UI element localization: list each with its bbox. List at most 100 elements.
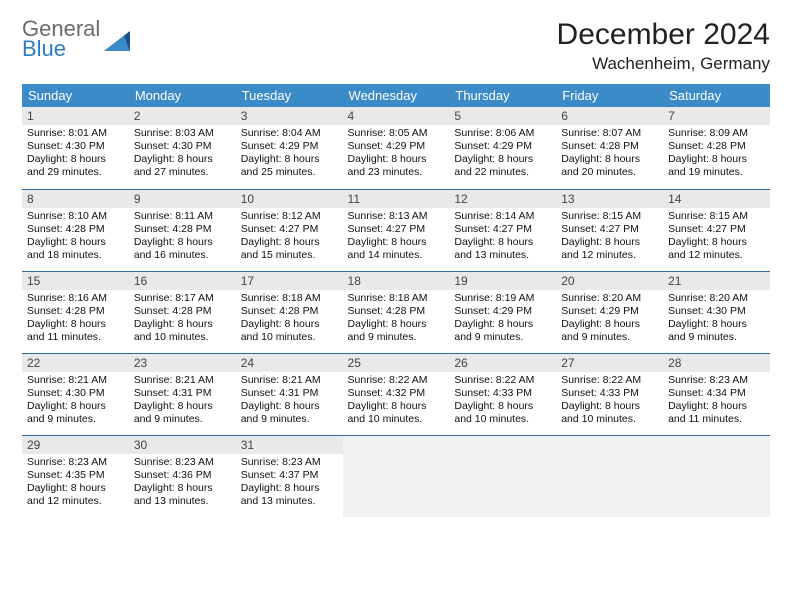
weekday-heading: Saturday [663,84,770,107]
day-info: Sunrise: 8:23 AMSunset: 4:35 PMDaylight:… [22,454,129,513]
day-number: 8 [22,189,129,208]
calendar-cell: 7Sunrise: 8:09 AMSunset: 4:28 PMDaylight… [663,107,770,189]
weekday-header-row: Sunday Monday Tuesday Wednesday Thursday… [22,84,770,107]
day-info: Sunrise: 8:20 AMSunset: 4:30 PMDaylight:… [663,290,770,349]
day-info: Sunrise: 8:22 AMSunset: 4:33 PMDaylight:… [556,372,663,431]
day-number: 13 [556,189,663,208]
sunset-line: Sunset: 4:28 PM [348,305,445,318]
daylight-line: Daylight: 8 hours and 19 minutes. [668,153,765,179]
sunrise-line: Sunrise: 8:05 AM [348,127,445,140]
calendar-cell: 26Sunrise: 8:22 AMSunset: 4:33 PMDayligh… [449,353,556,435]
day-info: Sunrise: 8:19 AMSunset: 4:29 PMDaylight:… [449,290,556,349]
day-info: Sunrise: 8:07 AMSunset: 4:28 PMDaylight:… [556,125,663,184]
sunset-line: Sunset: 4:28 PM [561,140,658,153]
day-number: 27 [556,353,663,372]
sunset-line: Sunset: 4:28 PM [241,305,338,318]
day-number: 31 [236,435,343,454]
day-info: Sunrise: 8:12 AMSunset: 4:27 PMDaylight:… [236,208,343,267]
sunrise-line: Sunrise: 8:23 AM [134,456,231,469]
sunrise-line: Sunrise: 8:12 AM [241,210,338,223]
day-number: 16 [129,271,236,290]
calendar-cell: 16Sunrise: 8:17 AMSunset: 4:28 PMDayligh… [129,271,236,353]
sunrise-line: Sunrise: 8:23 AM [241,456,338,469]
day-number: 23 [129,353,236,372]
sunrise-line: Sunrise: 8:01 AM [27,127,124,140]
sunset-line: Sunset: 4:31 PM [241,387,338,400]
daylight-line: Daylight: 8 hours and 27 minutes. [134,153,231,179]
daylight-line: Daylight: 8 hours and 12 minutes. [27,482,124,508]
day-info: Sunrise: 8:15 AMSunset: 4:27 PMDaylight:… [556,208,663,267]
sunset-line: Sunset: 4:30 PM [134,140,231,153]
sunset-line: Sunset: 4:29 PM [561,305,658,318]
calendar-cell [449,435,556,517]
daylight-line: Daylight: 8 hours and 14 minutes. [348,236,445,262]
daylight-line: Daylight: 8 hours and 25 minutes. [241,153,338,179]
sunset-line: Sunset: 4:27 PM [561,223,658,236]
sunset-line: Sunset: 4:32 PM [348,387,445,400]
daylight-line: Daylight: 8 hours and 9 minutes. [348,318,445,344]
sunrise-line: Sunrise: 8:21 AM [134,374,231,387]
sunrise-line: Sunrise: 8:20 AM [668,292,765,305]
daylight-line: Daylight: 8 hours and 11 minutes. [668,400,765,426]
logo-word2: Blue [22,38,100,60]
daylight-line: Daylight: 8 hours and 23 minutes. [348,153,445,179]
sunset-line: Sunset: 4:29 PM [454,140,551,153]
calendar-cell: 24Sunrise: 8:21 AMSunset: 4:31 PMDayligh… [236,353,343,435]
daylight-line: Daylight: 8 hours and 13 minutes. [134,482,231,508]
sunset-line: Sunset: 4:27 PM [668,223,765,236]
daylight-line: Daylight: 8 hours and 16 minutes. [134,236,231,262]
sunset-line: Sunset: 4:29 PM [241,140,338,153]
calendar-cell: 18Sunrise: 8:18 AMSunset: 4:28 PMDayligh… [343,271,450,353]
daylight-line: Daylight: 8 hours and 9 minutes. [561,318,658,344]
daylight-line: Daylight: 8 hours and 12 minutes. [561,236,658,262]
calendar-cell: 6Sunrise: 8:07 AMSunset: 4:28 PMDaylight… [556,107,663,189]
sunrise-line: Sunrise: 8:10 AM [27,210,124,223]
sunrise-line: Sunrise: 8:04 AM [241,127,338,140]
calendar-row: 22Sunrise: 8:21 AMSunset: 4:30 PMDayligh… [22,353,770,435]
day-info: Sunrise: 8:20 AMSunset: 4:29 PMDaylight:… [556,290,663,349]
sunrise-line: Sunrise: 8:22 AM [348,374,445,387]
calendar-cell: 31Sunrise: 8:23 AMSunset: 4:37 PMDayligh… [236,435,343,517]
daylight-line: Daylight: 8 hours and 13 minutes. [241,482,338,508]
sunrise-line: Sunrise: 8:22 AM [561,374,658,387]
sunrise-line: Sunrise: 8:15 AM [668,210,765,223]
daylight-line: Daylight: 8 hours and 10 minutes. [561,400,658,426]
calendar-cell: 12Sunrise: 8:14 AMSunset: 4:27 PMDayligh… [449,189,556,271]
daylight-line: Daylight: 8 hours and 9 minutes. [27,400,124,426]
day-number: 29 [22,435,129,454]
day-info: Sunrise: 8:14 AMSunset: 4:27 PMDaylight:… [449,208,556,267]
day-number: 4 [343,107,450,125]
daylight-line: Daylight: 8 hours and 9 minutes. [668,318,765,344]
day-number: 11 [343,189,450,208]
daylight-line: Daylight: 8 hours and 9 minutes. [241,400,338,426]
day-info: Sunrise: 8:23 AMSunset: 4:34 PMDaylight:… [663,372,770,431]
day-number: 28 [663,353,770,372]
sunset-line: Sunset: 4:28 PM [134,223,231,236]
calendar-row: 29Sunrise: 8:23 AMSunset: 4:35 PMDayligh… [22,435,770,517]
calendar-cell: 5Sunrise: 8:06 AMSunset: 4:29 PMDaylight… [449,107,556,189]
sunrise-line: Sunrise: 8:15 AM [561,210,658,223]
daylight-line: Daylight: 8 hours and 29 minutes. [27,153,124,179]
day-number: 1 [22,107,129,125]
day-number: 14 [663,189,770,208]
weekday-heading: Monday [129,84,236,107]
sunrise-line: Sunrise: 8:23 AM [27,456,124,469]
calendar-cell: 2Sunrise: 8:03 AMSunset: 4:30 PMDaylight… [129,107,236,189]
sunrise-line: Sunrise: 8:11 AM [134,210,231,223]
calendar-cell: 14Sunrise: 8:15 AMSunset: 4:27 PMDayligh… [663,189,770,271]
day-info: Sunrise: 8:21 AMSunset: 4:31 PMDaylight:… [129,372,236,431]
sunrise-line: Sunrise: 8:22 AM [454,374,551,387]
day-number: 26 [449,353,556,372]
day-info: Sunrise: 8:15 AMSunset: 4:27 PMDaylight:… [663,208,770,267]
day-number: 25 [343,353,450,372]
calendar-cell: 13Sunrise: 8:15 AMSunset: 4:27 PMDayligh… [556,189,663,271]
daylight-line: Daylight: 8 hours and 10 minutes. [454,400,551,426]
day-number: 5 [449,107,556,125]
sunrise-line: Sunrise: 8:20 AM [561,292,658,305]
sunrise-line: Sunrise: 8:19 AM [454,292,551,305]
sunset-line: Sunset: 4:35 PM [27,469,124,482]
day-info: Sunrise: 8:22 AMSunset: 4:33 PMDaylight:… [449,372,556,431]
day-number: 30 [129,435,236,454]
day-number: 17 [236,271,343,290]
day-info: Sunrise: 8:06 AMSunset: 4:29 PMDaylight:… [449,125,556,184]
